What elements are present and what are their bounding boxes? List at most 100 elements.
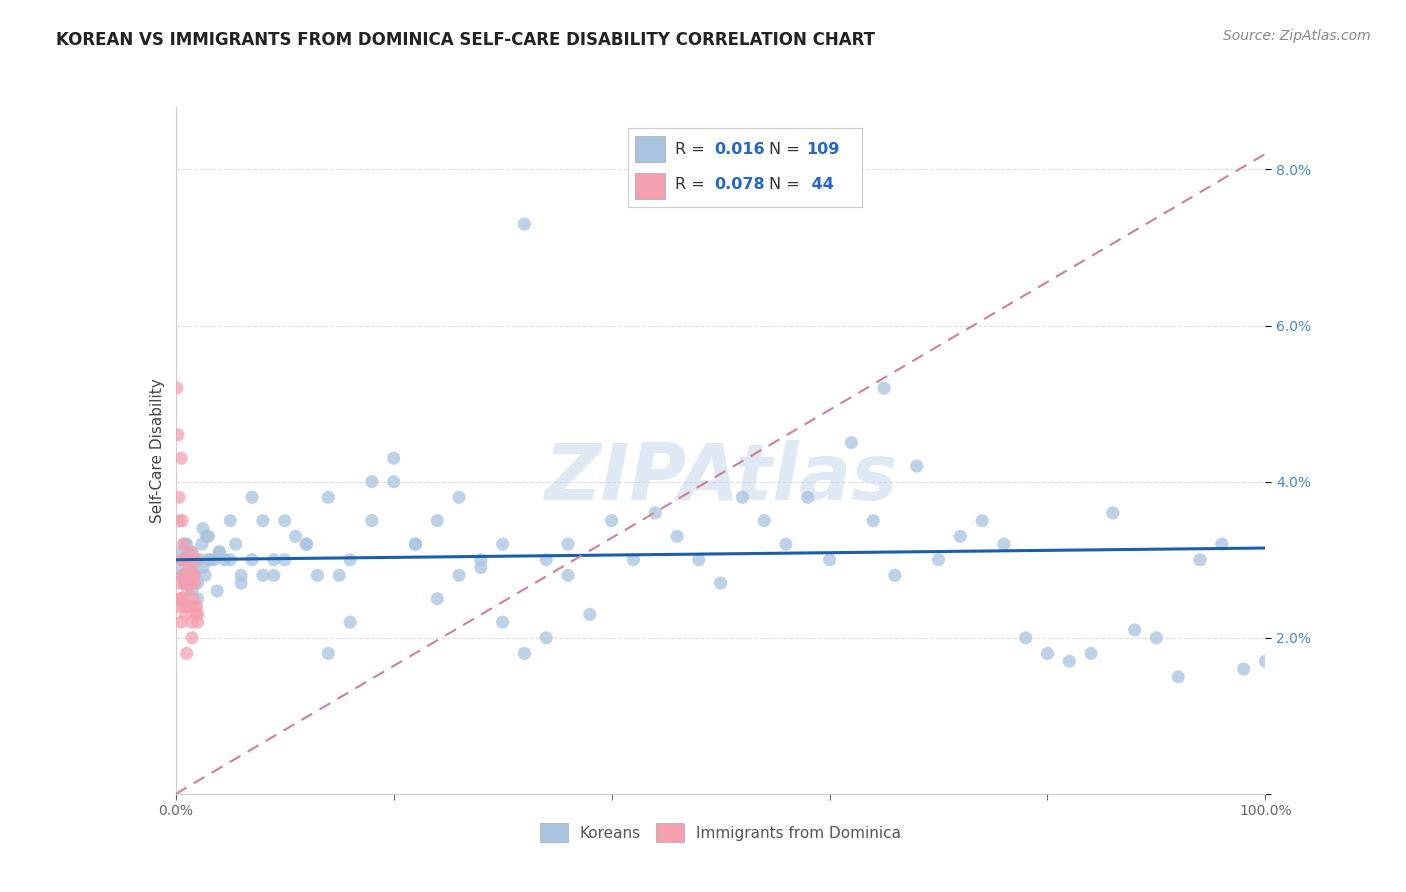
Point [775,537,797,551]
Point [176,599,198,614]
Point [841,435,863,450]
Point [339,552,361,567]
Point [600,514,623,528]
Point [180,545,202,559]
Point [818,552,841,567]
Point [208,545,231,559]
Point [181,545,204,559]
Point [862,514,884,528]
Point [188,552,211,567]
Point [361,475,384,489]
Point [240,491,263,505]
Point [534,631,557,645]
Point [928,552,950,567]
Point [172,537,194,551]
Point [170,451,193,466]
Point [177,545,200,559]
Point [318,646,340,660]
Point [170,552,193,567]
Point [167,599,190,614]
Point [183,576,205,591]
Point [177,552,200,567]
Point [197,552,219,567]
Point [167,514,190,528]
Text: 44: 44 [806,178,834,193]
Point [557,568,579,582]
Point [949,529,972,543]
Point [579,607,602,622]
Point [1211,537,1233,551]
Point [382,475,405,489]
Point [180,568,202,582]
Point [405,537,427,551]
Point [172,514,194,528]
Point [186,599,208,614]
Point [181,591,204,606]
Point [219,552,242,567]
Point [176,537,198,551]
Point [666,529,689,543]
Point [181,576,204,591]
Point [166,381,188,395]
Point [1036,646,1059,660]
Point [1254,654,1277,668]
Point [710,576,733,591]
Point [184,599,207,614]
Text: 109: 109 [806,142,839,157]
Point [186,607,208,622]
Point [169,591,191,606]
Text: R =: R = [675,178,710,193]
Point [972,514,994,528]
Point [176,646,198,660]
Point [1015,631,1038,645]
Point [447,568,470,582]
Point [174,537,197,551]
Point [172,591,194,606]
Point [174,607,197,622]
Point [208,545,231,559]
Point [513,217,536,231]
Text: ZIPAtlas: ZIPAtlas [544,440,897,516]
Point [1233,662,1256,676]
Point [1059,654,1081,668]
Point [339,615,361,630]
Point [177,568,200,582]
Text: 0.078: 0.078 [714,178,765,193]
Point [231,576,253,591]
Point [172,568,194,582]
Text: 0.016: 0.016 [714,142,765,157]
Point [191,537,214,551]
Point [186,607,209,622]
Point [295,537,318,551]
Point [905,458,928,473]
Point [194,568,217,582]
Point [1102,506,1125,520]
FancyBboxPatch shape [636,173,665,199]
Point [263,568,285,582]
Point [263,552,285,567]
Point [492,615,515,630]
Point [181,615,204,630]
Point [173,599,195,614]
Point [274,552,297,567]
Point [183,568,205,582]
Point [621,552,644,567]
Text: Source: ZipAtlas.com: Source: ZipAtlas.com [1223,29,1371,43]
Point [186,615,209,630]
Point [470,560,492,574]
Text: R =: R = [675,142,710,157]
Point [754,514,776,528]
Point [181,560,204,574]
Point [470,552,492,567]
Point [557,537,579,551]
Point [179,552,201,567]
Point [1080,646,1102,660]
Point [447,491,470,505]
Point [179,560,201,574]
Point [191,521,214,535]
Point [167,560,190,574]
Legend: Koreans, Immigrants from Dominica: Koreans, Immigrants from Dominica [534,817,907,848]
Point [328,568,350,582]
Point [492,537,515,551]
Point [1123,623,1146,637]
